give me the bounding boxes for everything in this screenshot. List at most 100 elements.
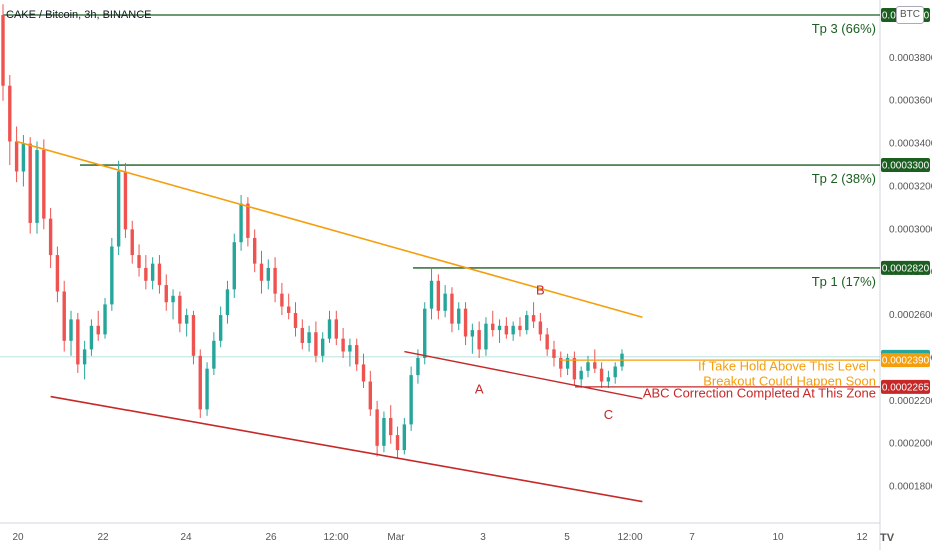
candle-body (565, 357, 570, 369)
tradingview-logo[interactable]: TV (880, 532, 895, 544)
y-tick-label: 0.0003200 (889, 181, 932, 192)
candle-body (76, 319, 80, 365)
candle-body (300, 327, 304, 343)
candle-body (55, 255, 60, 292)
chart-labels: A B C If Take Hold Above This Level ,Breako… (475, 283, 876, 422)
x-axis[interactable]: 20 22 24 26 12:00 Mar 3 5 12:00 7 10 12 (12, 532, 868, 543)
chart-title: CAKE / Bitcoin, 3h, BINANCE (6, 9, 152, 21)
candle-body (436, 280, 441, 311)
annotation-text: Breakout Could Happen Soon (703, 374, 876, 389)
candle-body (450, 293, 454, 324)
x-tick-label: 22 (97, 532, 109, 543)
candle-body (164, 285, 168, 303)
candle-body (144, 267, 148, 281)
price-badge-label: 0.0002265 (882, 382, 930, 393)
candle-body (559, 357, 563, 369)
y-tick-label: 0.0003600 (889, 96, 932, 107)
candle-body (552, 349, 556, 358)
price-badge (881, 158, 930, 173)
candle-body (504, 325, 509, 335)
candle-body (191, 315, 196, 356)
price-badge (881, 379, 930, 394)
candle-body (477, 330, 481, 350)
x-tick-label: 3 (480, 532, 486, 543)
price-badge-label: 0.0003300 (882, 161, 930, 172)
candle-body (443, 293, 447, 311)
candle-body (266, 267, 270, 281)
candle-body (96, 325, 100, 335)
candle-body (198, 355, 202, 410)
candle-body (273, 267, 277, 294)
candle-body (28, 143, 32, 223)
candle-body (259, 263, 264, 281)
candle-body (593, 362, 597, 369)
descending-channel-support-line (50, 395, 643, 503)
candle-body (212, 340, 216, 369)
candle-body (110, 246, 114, 305)
candle-body (246, 203, 250, 238)
candlesticks (1, 4, 624, 459)
candle-body (42, 150, 46, 219)
candle-body (14, 141, 19, 172)
candle-body (402, 424, 407, 451)
annotation-text: If Take Hold Above This Level , (698, 359, 876, 374)
candle-body (355, 345, 359, 365)
candle-body (157, 263, 162, 286)
candle-body (586, 362, 590, 371)
candle-body (395, 435, 400, 451)
target-label: Tp 3 (66%) (812, 21, 876, 36)
candle-body (8, 85, 12, 142)
candle-body (599, 368, 604, 382)
candle-body (103, 304, 107, 335)
x-tick-label: 7 (689, 532, 695, 543)
candle-body (314, 332, 318, 356)
x-tick-label: 20 (12, 532, 24, 543)
candle-body (62, 291, 66, 341)
target-levels: Tp 3 (66%) Tp 2 (38%) Tp 1 (17%) (3, 14, 880, 289)
candle-body (225, 289, 230, 316)
x-tick-label: 12:00 (323, 532, 348, 543)
candle-body (375, 409, 379, 446)
candle-body (382, 417, 386, 446)
candle-body (21, 143, 26, 172)
candle-body (239, 203, 243, 243)
candle-body (341, 338, 345, 352)
candle-body (497, 325, 502, 331)
price-badge (881, 353, 930, 368)
annotation-text: ABC Correction Completed At This Zone (643, 385, 876, 400)
y-tick-label: 0.0001800 (889, 482, 932, 493)
candle-body (252, 237, 257, 264)
candle-body (286, 306, 291, 313)
y-tick-label: 0.0003000 (889, 224, 932, 235)
x-tick-label: 10 (772, 532, 784, 543)
candle-body (457, 308, 461, 324)
candle-body (327, 319, 332, 339)
candle-body (389, 417, 393, 436)
candle-body (293, 312, 298, 328)
candle-body (150, 263, 155, 281)
candle-body (321, 338, 325, 356)
currency-button[interactable]: BTC (896, 6, 924, 24)
candle-body (130, 229, 134, 256)
candle-body (470, 330, 475, 337)
target-label: Tp 1 (17%) (812, 274, 876, 289)
price-badge-label: 0.0002390 (882, 356, 930, 367)
grid-layer (0, 0, 881, 550)
y-tick-label: 0.0003400 (889, 139, 932, 150)
trend-lines (16, 140, 880, 503)
candle-body (171, 295, 175, 303)
candle-body (35, 150, 39, 223)
candle-body (48, 218, 53, 256)
descending-resistance-line (16, 140, 643, 318)
candle-body (491, 323, 495, 331)
candle-body (429, 280, 434, 309)
candle-body (368, 381, 373, 410)
wave-label-b: B (536, 283, 545, 298)
candle-body (82, 349, 87, 365)
candle-body (178, 295, 182, 324)
y-axis[interactable]: 0.00018000.00020000.00022000.00024000.00… (881, 8, 932, 493)
candle-body (361, 364, 366, 382)
abc-support-line (404, 350, 643, 400)
